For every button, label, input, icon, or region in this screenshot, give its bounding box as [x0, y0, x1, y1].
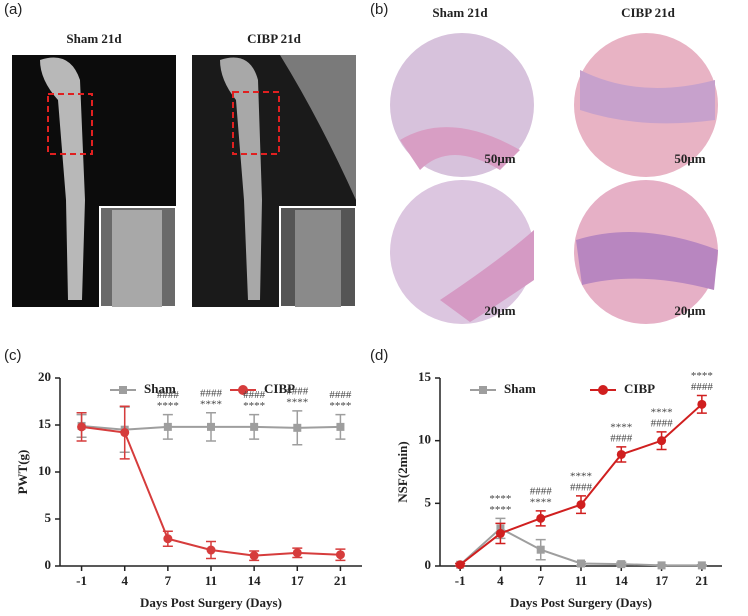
- y-tick-label: 5: [45, 510, 52, 525]
- x-axis-title: Days Post Surgery (Days): [140, 595, 282, 610]
- marker: [207, 422, 215, 431]
- column-title: CIBP 21d: [621, 5, 676, 20]
- legend-label: Sham: [144, 381, 176, 396]
- annotation: ****: [329, 400, 351, 412]
- x-tick-label: -1: [76, 573, 87, 588]
- marker: [249, 551, 259, 561]
- legend-marker: [238, 385, 248, 395]
- legend-label: Sham: [504, 381, 536, 396]
- x-tick-label: 17: [655, 573, 669, 588]
- y-tick-label: 20: [38, 369, 51, 384]
- series-line: [81, 425, 341, 557]
- marker: [697, 561, 706, 570]
- y-axis-title: NSF(2min): [395, 441, 410, 502]
- scale-bar-label: 50μm: [484, 151, 515, 166]
- marker: [577, 559, 585, 568]
- scale-bar-label: 50μm: [674, 151, 705, 166]
- annotation: ####: [610, 432, 633, 444]
- x-tick-label: 11: [205, 573, 217, 588]
- annotation: ####: [530, 485, 553, 497]
- column-title: Sham 21d: [432, 5, 488, 20]
- marker: [617, 560, 626, 569]
- legend-marker: [598, 385, 608, 395]
- legend-label: CIBP: [624, 381, 655, 396]
- annotation: ####: [286, 385, 309, 397]
- panel-label: (d): [370, 347, 388, 364]
- annotation: ****: [243, 400, 265, 412]
- histology-image: [390, 33, 718, 324]
- marker: [616, 449, 626, 459]
- x-tick-label: 14: [248, 573, 262, 588]
- annotation: ****: [286, 396, 308, 408]
- annotation: ****: [570, 470, 592, 482]
- x-tick-label: 4: [121, 573, 128, 588]
- annotation: ****: [157, 400, 179, 412]
- marker: [455, 560, 465, 570]
- annotation: ####: [200, 387, 223, 399]
- marker: [336, 422, 345, 431]
- marker: [293, 423, 302, 432]
- annotation: ####: [157, 389, 180, 401]
- x-tick-label: 14: [615, 573, 629, 588]
- scale-bar-label: 20μm: [484, 303, 515, 318]
- panel-label: (c): [4, 347, 22, 364]
- marker: [536, 513, 546, 523]
- marker: [77, 422, 87, 432]
- x-tick-label: 7: [165, 573, 172, 588]
- y-tick-label: 10: [38, 463, 51, 478]
- x-tick-label: 11: [575, 573, 587, 588]
- annotation: ####: [570, 481, 593, 493]
- marker: [495, 528, 505, 538]
- marker: [697, 399, 707, 409]
- marker: [335, 550, 345, 560]
- legend-marker: [119, 386, 127, 394]
- legend-label: CIBP: [264, 381, 295, 396]
- x-tick-label: -1: [455, 573, 466, 588]
- annotation: ****: [530, 496, 552, 508]
- annotation: ****: [489, 504, 511, 516]
- annotation: ####: [691, 381, 714, 393]
- annotation: ****: [651, 406, 673, 418]
- marker: [292, 548, 302, 558]
- xray-image: [192, 55, 357, 308]
- marker: [163, 534, 173, 544]
- xray-image: [12, 55, 177, 308]
- y-tick-label: 5: [425, 494, 432, 509]
- y-tick-label: 15: [418, 369, 432, 384]
- annotation: ####: [329, 389, 352, 401]
- annotation: ####: [651, 417, 674, 429]
- x-tick-label: 21: [695, 573, 708, 588]
- annotation: ****: [200, 398, 222, 410]
- marker: [163, 422, 172, 431]
- annotation: ****: [489, 493, 511, 505]
- annotation: ****: [610, 421, 632, 433]
- y-tick-label: 0: [45, 557, 52, 572]
- x-tick-label: 21: [334, 573, 347, 588]
- legend-marker: [479, 386, 487, 394]
- scale-bar-label: 20μm: [674, 303, 705, 318]
- marker: [657, 436, 667, 446]
- panel-label: (a): [4, 1, 22, 18]
- panel-label: (b): [370, 1, 388, 18]
- annotation: ****: [691, 370, 713, 382]
- x-tick-label: 4: [497, 573, 504, 588]
- marker: [120, 428, 130, 438]
- marker: [250, 422, 259, 431]
- marker: [536, 545, 545, 554]
- y-axis-title: PWT(g): [15, 450, 30, 495]
- annotation: ####: [243, 389, 266, 401]
- marker: [206, 545, 216, 555]
- x-tick-label: 7: [537, 573, 544, 588]
- x-axis-title: Days Post Surgery (Days): [510, 595, 652, 610]
- image-title: Sham 21d: [66, 31, 122, 46]
- y-tick-label: 15: [38, 416, 52, 431]
- x-tick-label: 17: [291, 573, 305, 588]
- image-title: CIBP 21d: [247, 31, 302, 46]
- y-tick-label: 10: [418, 432, 431, 447]
- marker: [576, 500, 586, 510]
- marker: [657, 561, 666, 570]
- y-tick-label: 0: [425, 557, 432, 572]
